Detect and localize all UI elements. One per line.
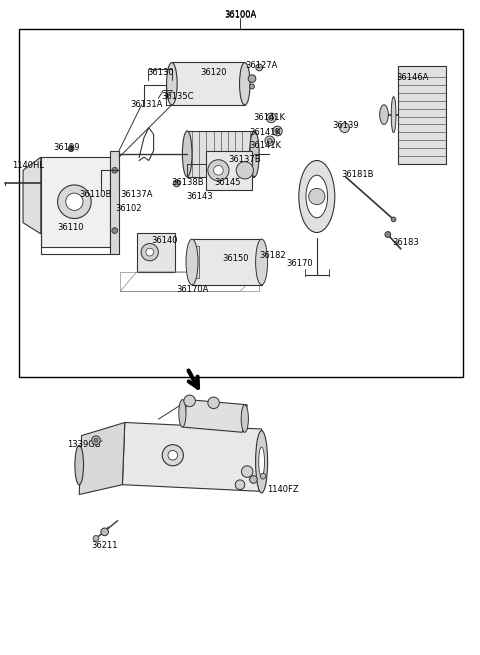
- Circle shape: [101, 528, 108, 536]
- Circle shape: [112, 228, 118, 233]
- Text: 1140FZ: 1140FZ: [267, 485, 299, 495]
- Text: 36181B: 36181B: [341, 170, 374, 179]
- Text: 36145: 36145: [215, 178, 241, 187]
- Polygon shape: [182, 400, 247, 432]
- Circle shape: [146, 248, 154, 256]
- Polygon shape: [41, 157, 110, 247]
- Ellipse shape: [256, 239, 268, 285]
- Circle shape: [260, 474, 266, 479]
- Text: 1339GB: 1339GB: [67, 440, 101, 449]
- Text: 36127A: 36127A: [245, 61, 278, 70]
- Polygon shape: [122, 422, 262, 491]
- Text: 36141K: 36141K: [250, 141, 281, 150]
- Text: 36150: 36150: [222, 254, 249, 263]
- Ellipse shape: [75, 445, 84, 485]
- Ellipse shape: [380, 105, 388, 124]
- Circle shape: [265, 136, 275, 145]
- Text: 36120: 36120: [200, 67, 227, 77]
- Text: 36100A: 36100A: [224, 10, 256, 19]
- Circle shape: [66, 193, 83, 210]
- Circle shape: [94, 438, 98, 442]
- Ellipse shape: [256, 431, 268, 493]
- Text: 36137A: 36137A: [120, 190, 153, 199]
- Circle shape: [175, 182, 178, 185]
- Circle shape: [269, 115, 274, 121]
- Ellipse shape: [186, 239, 198, 285]
- Ellipse shape: [179, 400, 186, 427]
- Circle shape: [208, 160, 229, 181]
- Text: 36131A: 36131A: [130, 100, 163, 109]
- Circle shape: [250, 84, 254, 89]
- Circle shape: [275, 128, 280, 134]
- Ellipse shape: [182, 131, 192, 177]
- Text: 36138B: 36138B: [171, 178, 204, 187]
- Polygon shape: [187, 131, 254, 177]
- Circle shape: [92, 436, 100, 445]
- Polygon shape: [172, 62, 245, 105]
- Text: 36140: 36140: [151, 236, 178, 245]
- Circle shape: [385, 232, 391, 237]
- Circle shape: [236, 162, 253, 179]
- Circle shape: [184, 395, 195, 407]
- Circle shape: [248, 75, 256, 83]
- Polygon shape: [110, 151, 119, 254]
- Circle shape: [241, 466, 253, 477]
- Circle shape: [391, 217, 396, 222]
- Polygon shape: [79, 422, 125, 495]
- Circle shape: [93, 536, 99, 541]
- Ellipse shape: [241, 405, 249, 432]
- Bar: [206, 151, 252, 190]
- Polygon shape: [398, 66, 446, 164]
- Circle shape: [173, 180, 180, 187]
- Text: 36211: 36211: [91, 541, 118, 550]
- Text: 36199: 36199: [53, 143, 80, 152]
- Text: 36110B: 36110B: [79, 190, 111, 199]
- Ellipse shape: [391, 96, 396, 133]
- Circle shape: [112, 168, 118, 173]
- Text: 36141K: 36141K: [253, 113, 285, 122]
- Text: 36141K: 36141K: [250, 128, 281, 137]
- Circle shape: [235, 480, 245, 489]
- Text: 36102: 36102: [115, 204, 142, 213]
- Text: 36146A: 36146A: [396, 73, 429, 82]
- Circle shape: [267, 138, 272, 143]
- Text: 36182: 36182: [259, 251, 286, 260]
- Text: 36135C: 36135C: [161, 92, 194, 101]
- Text: 36139: 36139: [332, 121, 359, 130]
- Ellipse shape: [259, 447, 264, 477]
- Text: 36110: 36110: [58, 223, 84, 233]
- Text: 36143: 36143: [186, 192, 213, 201]
- Circle shape: [309, 189, 325, 204]
- Polygon shape: [23, 157, 41, 234]
- Ellipse shape: [306, 176, 327, 218]
- Text: 36100A: 36100A: [224, 10, 256, 20]
- Polygon shape: [192, 239, 262, 285]
- Text: 36170: 36170: [287, 259, 313, 268]
- Polygon shape: [137, 233, 175, 272]
- Text: 36183: 36183: [392, 238, 419, 247]
- Text: 1140HL: 1140HL: [12, 160, 44, 170]
- Ellipse shape: [167, 63, 177, 105]
- Circle shape: [208, 397, 219, 409]
- Ellipse shape: [240, 63, 250, 105]
- Circle shape: [68, 146, 74, 151]
- Circle shape: [340, 123, 349, 132]
- Circle shape: [266, 113, 276, 122]
- Bar: [19, 29, 463, 377]
- Circle shape: [214, 166, 223, 175]
- Text: 36130: 36130: [147, 67, 174, 77]
- Circle shape: [162, 445, 183, 466]
- Circle shape: [141, 244, 158, 261]
- Polygon shape: [192, 246, 199, 278]
- Text: 36137B: 36137B: [228, 155, 261, 164]
- Circle shape: [168, 451, 178, 460]
- Circle shape: [256, 64, 263, 71]
- Circle shape: [250, 476, 257, 483]
- Circle shape: [58, 185, 91, 219]
- Text: 36170A: 36170A: [176, 285, 208, 294]
- Ellipse shape: [299, 160, 335, 233]
- Circle shape: [273, 126, 282, 136]
- Ellipse shape: [250, 131, 259, 177]
